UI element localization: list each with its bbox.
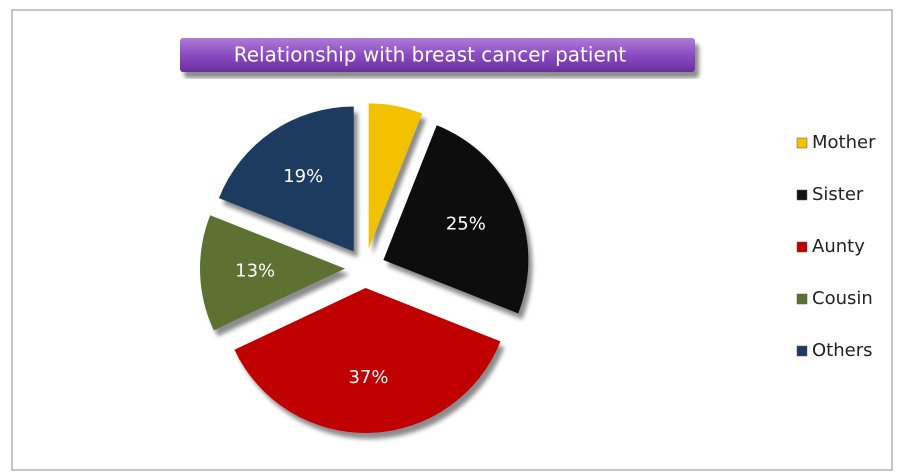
- legend-swatch: [796, 345, 808, 357]
- legend-swatch: [796, 189, 808, 201]
- legend-label: Others: [812, 340, 873, 361]
- legend-swatch: [796, 137, 808, 149]
- legend-label: Cousin: [812, 288, 873, 309]
- data-label: 13%: [235, 260, 275, 281]
- pie-slice: [234, 287, 501, 433]
- pie-slice: [368, 103, 423, 249]
- title-banner: [180, 38, 695, 72]
- legend-label: Sister: [812, 184, 864, 205]
- data-label: 37%: [348, 367, 388, 388]
- legend-swatch: [796, 293, 808, 305]
- pie-slice: [218, 106, 354, 252]
- legend-label: Aunty: [812, 236, 865, 257]
- data-label: 25%: [446, 213, 486, 234]
- pie-slice: [383, 125, 529, 314]
- pie-slice: [200, 215, 346, 331]
- chart-title: Relationship with breast cancer patient: [234, 43, 627, 67]
- legend-label: Mother: [812, 132, 876, 153]
- data-label: 19%: [283, 166, 323, 187]
- legend-swatch: [796, 241, 808, 253]
